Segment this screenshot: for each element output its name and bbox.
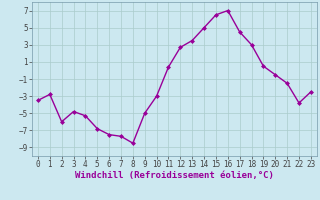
X-axis label: Windchill (Refroidissement éolien,°C): Windchill (Refroidissement éolien,°C)	[75, 171, 274, 180]
